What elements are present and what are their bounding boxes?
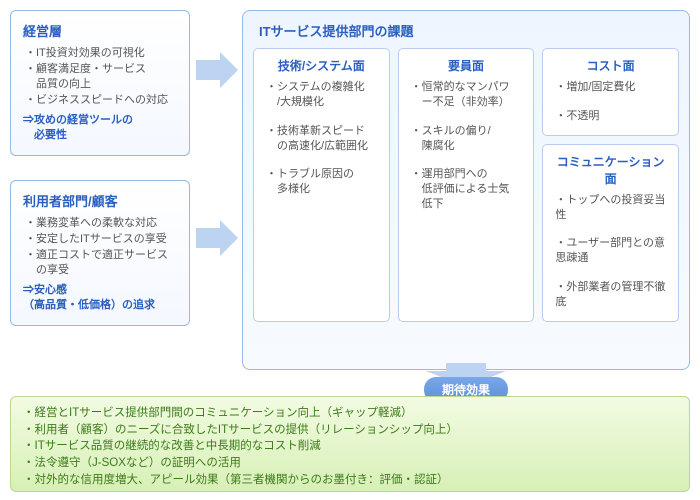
- b: ・恒常的なマンパワ ー不足（非効率）: [411, 80, 524, 110]
- cell-cost-title: コスト面: [553, 57, 668, 74]
- b: ・顧客満足度・サービス 品質の向上: [25, 62, 177, 92]
- cell-cost: コスト面 ・増加/固定費化 ・不透明: [542, 48, 679, 136]
- cell-staff: 要員面 ・恒常的なマンパワ ー不足（非効率） ・スキルの偏り/ 陳腐化 ・運用部…: [398, 48, 535, 322]
- box-users-emph: ⇒安心感（高品質・低価格）の追求: [23, 283, 177, 313]
- box-users-title: 利用者部門/顧客: [23, 191, 177, 210]
- b: ・外部業者の管理不徹底: [555, 280, 668, 310]
- box-management-emph: ⇒攻めの経営ツールの 必要性: [23, 113, 177, 143]
- b: ・技術革新スピード の高速化/広範囲化: [266, 124, 379, 154]
- box-management: 経営層 ・IT投資対効果の可視化 ・顧客満足度・サービス 品質の向上 ・ビジネス…: [10, 10, 190, 156]
- cell-comm: コミュニケーション面 ・トップへの投資妥当性 ・ユーザー部門との意思疎通 ・外部…: [542, 144, 679, 322]
- arrow-right-icon: [196, 52, 238, 88]
- b: ・トラブル原因の 多様化: [266, 167, 379, 197]
- box-users: 利用者部門/顧客 ・業務変革への柔軟な対応 ・安定したITサービスの享受 ・適正…: [10, 180, 190, 326]
- b: ・増加/固定費化: [555, 80, 668, 95]
- b: ・運用部門への 低評価による士気 低下: [411, 167, 524, 212]
- result-panel: ・経営とITサービス提供部門間のコミュニケーション向上（ギャップ軽減） ・利用者…: [10, 396, 690, 492]
- b: ・ユーザー部門との意思疎通: [555, 236, 668, 266]
- b: ・システムの複雑化 /大規模化: [266, 80, 379, 110]
- b: ・IT投資対効果の可視化: [25, 46, 177, 61]
- b: ・スキルの偏り/ 陳腐化: [411, 124, 524, 154]
- b: ・トップへの投資妥当性: [555, 193, 668, 223]
- cell-tech-title: 技術/システム面: [264, 57, 379, 74]
- center-panel: ITサービス提供部門の課題 技術/システム面 ・システムの複雑化 /大規模化 ・…: [242, 10, 690, 370]
- b: ・ビジネススピードへの対応: [25, 93, 177, 108]
- b: ・適正コストで適正サービス の享受: [25, 248, 177, 278]
- r: ・対外的な信用度増大、アピール効果（第三者機関からのお墨付き：評価・認証）: [23, 472, 677, 489]
- r: ・利用者（顧客）のニーズに合致したITサービスの提供（リレーションシップ向上）: [23, 422, 677, 439]
- center-title: ITサービス提供部門の課題: [259, 21, 679, 40]
- cell-tech: 技術/システム面 ・システムの複雑化 /大規模化 ・技術革新スピード の高速化/…: [253, 48, 390, 322]
- r: ・経営とITサービス提供部門間のコミュニケーション向上（ギャップ軽減）: [23, 405, 677, 422]
- b: ・安定したITサービスの享受: [25, 232, 177, 247]
- cell-comm-title: コミュニケーション面: [553, 153, 668, 187]
- box-management-title: 経営層: [23, 21, 177, 40]
- r: ・法令遵守（J-SOXなど）の証明への活用: [23, 455, 677, 472]
- cell-staff-title: 要員面: [409, 57, 524, 74]
- arrow-right-icon: [196, 220, 238, 256]
- b: ・業務変革への柔軟な対応: [25, 216, 177, 231]
- b: ・不透明: [555, 109, 668, 124]
- r: ・ITサービス品質の継続的な改善と中長期的なコスト削減: [23, 438, 677, 455]
